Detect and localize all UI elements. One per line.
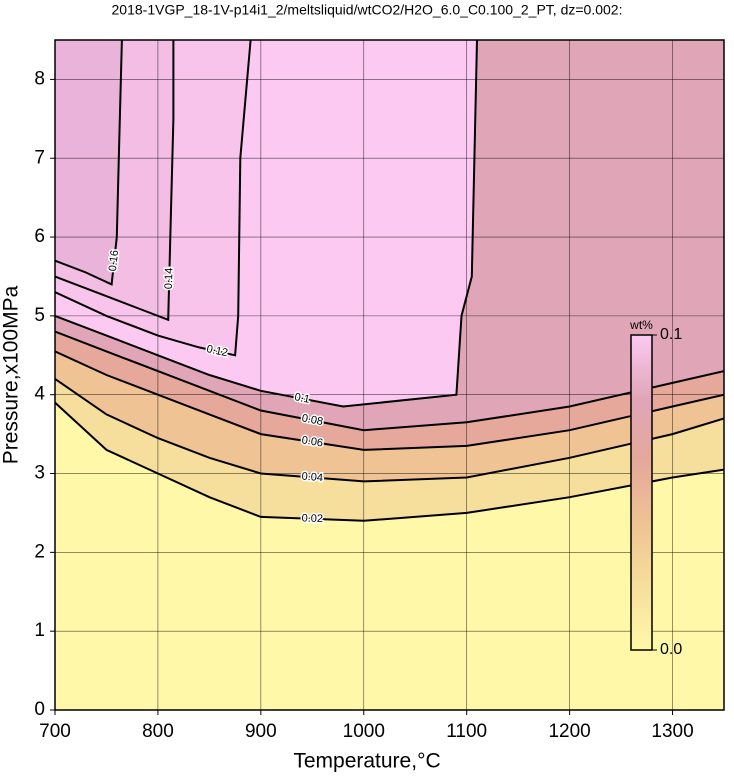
contour-line xyxy=(55,40,175,322)
contour-line xyxy=(55,40,123,286)
axes: 700 800 900 1000 1100 1200 1300 0 1 2 3 4 5 6 7 8 wt% 0.0… xyxy=(34,39,725,742)
contour-line xyxy=(55,378,724,483)
y-tick-label: 0 xyxy=(34,699,45,720)
colorbar-tick-label: 0.1 xyxy=(660,326,682,343)
contour-fill xyxy=(55,40,724,356)
x-tick-label: 900 xyxy=(245,721,277,742)
contour-label: 0.1 xyxy=(293,391,310,406)
contour-label: 0.06 xyxy=(301,434,324,449)
colorbar xyxy=(630,334,653,651)
contour-line xyxy=(55,330,724,432)
colorbar-tick-label: 0.0 xyxy=(660,641,682,658)
y-tick-label: 6 xyxy=(34,226,45,247)
contour-line xyxy=(55,40,478,408)
contours: 0.020.040.060.080.10.120.140.16 xyxy=(55,40,724,527)
x-tick-label: 1100 xyxy=(446,721,487,742)
chart-title: 2018-1VGP_18-1V-p14i1_2/meltsliquid/wtCO… xyxy=(112,2,623,18)
contour-line xyxy=(55,40,252,357)
contour-label: 0.14 xyxy=(163,268,176,290)
y-axis-label: Pressure,x100MPa xyxy=(0,285,23,464)
y-tick-label: 8 xyxy=(34,68,45,89)
contour-label: 0.04 xyxy=(301,471,323,485)
y-tick-label: 4 xyxy=(34,384,45,405)
plot-frame xyxy=(54,39,725,711)
x-tick-label: 1300 xyxy=(651,721,693,742)
y-tick-label: 2 xyxy=(34,541,45,562)
x-tick-label: 1000 xyxy=(343,721,385,742)
contour-label: 0.02 xyxy=(301,512,323,525)
y-tick-label: 5 xyxy=(34,305,45,326)
x-axis-label: Temperature,°C xyxy=(293,750,440,773)
x-tick-label: 800 xyxy=(142,721,174,742)
contour-label: 0.16 xyxy=(107,249,121,272)
fills xyxy=(55,40,724,710)
y-tick-label: 7 xyxy=(34,147,45,168)
colorbar-label: wt% xyxy=(629,318,653,332)
y-tick-label: 1 xyxy=(34,620,45,641)
y-tick-label: 3 xyxy=(34,463,45,484)
contour-line xyxy=(55,401,724,522)
contour-label: 0.08 xyxy=(301,412,324,428)
x-tick-label: 700 xyxy=(39,721,71,742)
contour-line xyxy=(55,350,724,451)
x-tick-label: 1200 xyxy=(548,721,590,742)
